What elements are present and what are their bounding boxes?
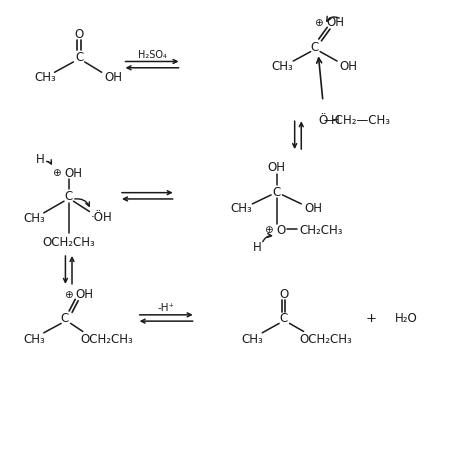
Text: CH₂CH₃: CH₂CH₃ [300,224,343,236]
Text: CH₃: CH₃ [241,332,263,345]
Text: —CH₂—CH₃: —CH₂—CH₃ [323,114,390,127]
Text: OH: OH [339,60,357,73]
Text: O: O [279,288,288,300]
Text: C: C [280,312,288,325]
Text: ⊕: ⊕ [64,289,73,299]
Text: CH₃: CH₃ [271,60,293,73]
Text: CH₃: CH₃ [230,201,252,214]
Text: OCH₂CH₃: OCH₂CH₃ [80,332,133,345]
Text: O: O [276,224,285,236]
Text: H: H [331,114,340,127]
Text: H: H [36,153,45,166]
Text: -H⁺: -H⁺ [158,303,175,313]
Text: CH₃: CH₃ [23,212,45,224]
Text: ⊕: ⊕ [314,18,323,28]
Text: OH: OH [104,71,122,84]
Text: CH₃: CH₃ [23,332,45,345]
Text: OH: OH [64,166,82,179]
Text: H₂O: H₂O [395,312,418,325]
Text: OCH₂CH₃: OCH₂CH₃ [42,235,95,249]
Text: ⊕: ⊕ [264,225,273,235]
Text: O: O [74,28,84,41]
Text: H₂SO₄: H₂SO₄ [138,50,166,60]
Text: C: C [65,190,73,203]
Text: C: C [75,51,83,64]
Text: ·ÖH: ·ÖH [91,210,112,223]
Text: CH₃: CH₃ [34,71,56,84]
Text: C: C [310,41,319,54]
Text: OCH₂CH₃: OCH₂CH₃ [299,332,351,345]
Text: OH: OH [305,201,323,214]
Text: C: C [273,185,281,198]
Text: +: + [365,312,377,325]
Text: ⊕: ⊕ [52,168,61,178]
Text: OH: OH [76,288,94,300]
Text: C: C [61,312,69,325]
Text: H: H [252,240,261,253]
Text: OH: OH [327,16,345,29]
Text: OH: OH [268,161,286,174]
Text: Ö: Ö [318,114,328,127]
